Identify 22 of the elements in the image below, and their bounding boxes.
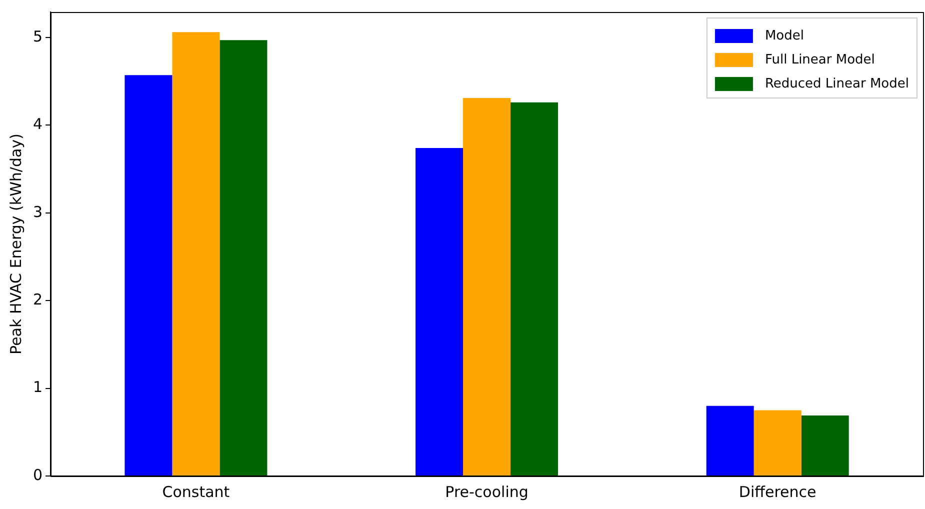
x-tick-label: Constant	[162, 482, 230, 501]
x-tick-label: Pre-cooling	[445, 482, 528, 501]
bar	[754, 410, 802, 476]
bar	[172, 32, 220, 476]
bar	[801, 415, 849, 476]
y-tick-label: 0	[32, 466, 43, 484]
y-tick-label: 2	[32, 290, 43, 308]
y-tick-label: 1	[32, 378, 43, 396]
legend-label: Full Linear Model	[764, 52, 875, 68]
bar	[416, 148, 464, 476]
y-tick-label: 4	[32, 115, 43, 134]
bar	[220, 40, 268, 476]
x-tick-label: Difference	[738, 482, 816, 501]
bar	[706, 406, 754, 476]
bar	[124, 75, 172, 476]
legend-label: Reduced Linear Model	[764, 76, 910, 92]
legend-label: Model	[764, 28, 804, 44]
bar	[463, 98, 511, 476]
y-tick-label: 5	[32, 27, 43, 46]
y-axis-title: Peak HVAC Energy (kWh/day)	[6, 134, 25, 354]
y-tick-label: 3	[32, 202, 43, 221]
bar	[510, 102, 558, 476]
